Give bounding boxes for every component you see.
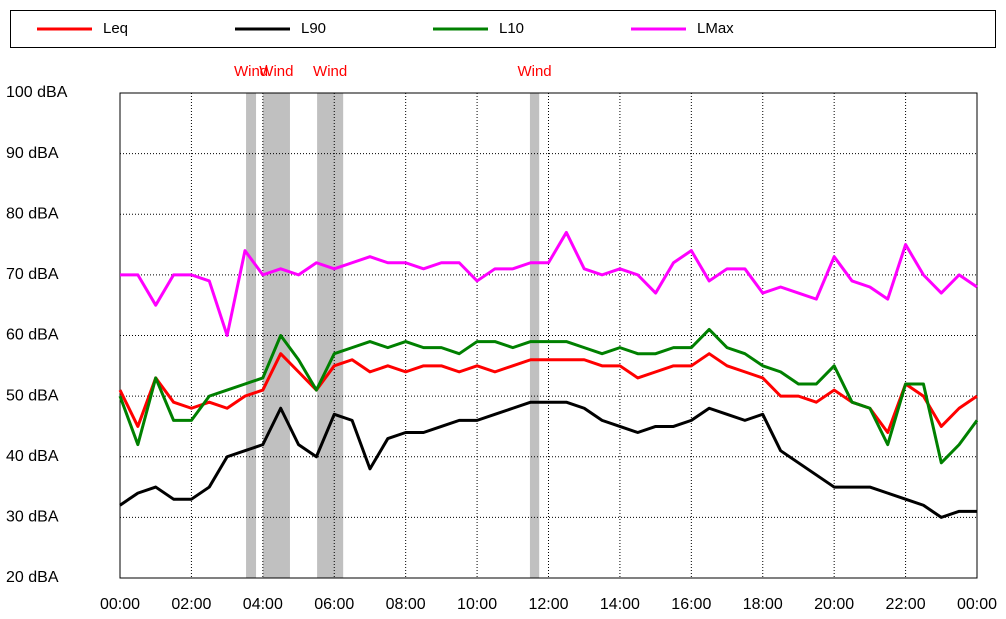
x-tick-label: 12:00	[528, 596, 568, 613]
series-line	[119, 400, 977, 519]
legend-label: LMax	[697, 20, 734, 37]
x-tick-label: 06:00	[314, 596, 354, 613]
x-tick-label: 22:00	[886, 596, 926, 613]
wind-label: Wind	[313, 63, 347, 80]
y-tick-label: 70 dBA	[6, 266, 59, 283]
wind-label: Wind	[234, 63, 268, 80]
x-tick-label: 20:00	[814, 596, 854, 613]
x-tick-label: 00:00	[957, 596, 997, 613]
legend-box	[10, 10, 996, 48]
series-line	[118, 327, 979, 465]
legend-label: L90	[301, 20, 326, 37]
legend-label: L10	[499, 20, 524, 37]
series-line	[118, 352, 978, 434]
x-tick-label: 00:00	[100, 596, 140, 613]
wind-label: Wind	[259, 63, 293, 80]
y-tick-label: 50 dBA	[6, 387, 59, 404]
wind-label: Wind	[517, 63, 551, 80]
x-tick-label: 04:00	[243, 596, 283, 613]
x-tick-label: 02:00	[171, 596, 211, 613]
x-tick-label: 10:00	[457, 596, 497, 613]
y-tick-label: 100 dBA	[6, 84, 68, 101]
series-line	[120, 230, 978, 337]
plot-frame	[119, 92, 978, 579]
wind-band	[246, 93, 257, 578]
legend-label: Leq	[103, 20, 128, 37]
y-tick-label: 40 dBA	[6, 448, 59, 465]
y-tick-label: 80 dBA	[6, 205, 59, 222]
y-tick-label: 20 dBA	[6, 569, 59, 586]
y-tick-label: 60 dBA	[6, 327, 59, 344]
x-tick-label: 18:00	[743, 596, 783, 613]
y-tick-label: 90 dBA	[6, 145, 59, 162]
y-tick-label: 30 dBA	[6, 509, 59, 526]
x-tick-label: 08:00	[386, 596, 426, 613]
x-tick-label: 16:00	[671, 596, 711, 613]
x-tick-label: 14:00	[600, 596, 640, 613]
